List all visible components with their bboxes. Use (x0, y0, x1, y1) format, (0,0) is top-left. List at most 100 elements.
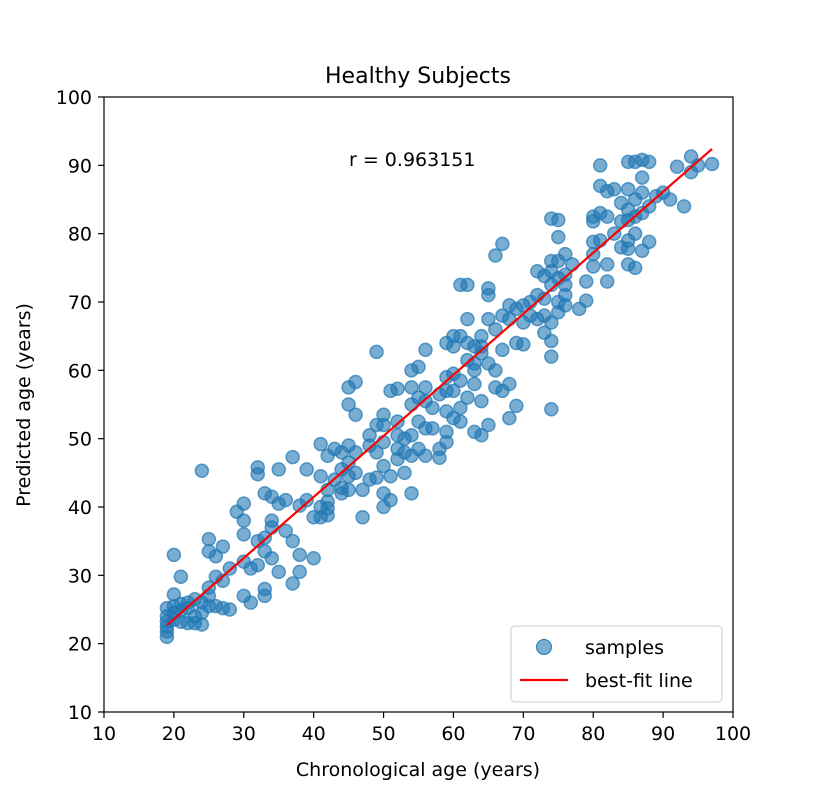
sample-point (166, 547, 182, 563)
sample-point (488, 248, 503, 263)
sample-point (271, 564, 286, 580)
sample-point (278, 492, 293, 508)
y-tick-label: 20 (68, 634, 92, 656)
sample-point (578, 274, 594, 289)
sample-point (495, 236, 510, 252)
sample-point (460, 311, 475, 327)
x-tick-label: 50 (371, 723, 395, 745)
y-axis-ticks: 10 20 30 40 50 60 70 80 90 100 (56, 87, 104, 724)
sample-point (488, 363, 503, 378)
sample-point (292, 547, 307, 563)
y-tick-label: 80 (68, 224, 92, 246)
sample-point (669, 159, 685, 174)
sample-point (348, 407, 363, 422)
sample-point (278, 523, 293, 539)
sample-point (599, 274, 615, 289)
y-tick-label: 70 (68, 292, 92, 314)
legend-samples-label: samples (585, 637, 664, 659)
sample-point (620, 182, 636, 197)
best-fit-line (166, 148, 713, 627)
sample-point (348, 465, 363, 481)
y-tick-label: 90 (68, 155, 92, 177)
sample-point (222, 602, 238, 617)
sample-point (467, 376, 482, 392)
sample-point (236, 513, 252, 528)
sample-point (446, 383, 461, 399)
sample-point (250, 466, 266, 482)
y-tick-label: 30 (68, 565, 92, 587)
sample-point (348, 374, 363, 390)
y-tick-label: 10 (68, 702, 92, 724)
sample-point (662, 192, 678, 207)
y-tick-label: 40 (68, 497, 92, 519)
sample-point (627, 260, 643, 276)
sample-point (474, 393, 489, 409)
plot-frame (103, 96, 734, 713)
sample-point (355, 482, 370, 498)
sample-point (516, 337, 531, 352)
sample-point (236, 527, 252, 542)
y-tick-label: 60 (68, 360, 92, 382)
sample-point (544, 402, 559, 417)
sample-point (676, 199, 692, 214)
sample-point (537, 291, 552, 306)
sample-point (313, 469, 328, 484)
sample-point (467, 363, 482, 378)
sample-point (460, 390, 475, 405)
sample-point (243, 595, 259, 610)
sample-point (474, 428, 489, 443)
sample-point (369, 344, 384, 360)
sample-point (292, 564, 307, 580)
x-tick-label: 100 (715, 723, 751, 745)
sample-point (208, 548, 224, 564)
legend-fit-label: best-fit line (585, 670, 693, 692)
sample-point (313, 436, 328, 452)
sample-point (348, 445, 363, 460)
sample-point (439, 434, 454, 450)
sample-point (460, 277, 475, 293)
sample-point (250, 557, 266, 573)
sample-point (173, 569, 189, 584)
sample-point (201, 531, 217, 547)
sample-point (481, 311, 496, 327)
sample-point (558, 246, 573, 262)
sample-point (544, 315, 559, 330)
sample-point (376, 434, 391, 450)
sample-point (481, 287, 496, 303)
sample-point (369, 470, 384, 485)
sample-point (446, 339, 461, 354)
sample-point (257, 588, 272, 604)
sample-point (502, 376, 517, 392)
sample-point (599, 209, 615, 224)
sample-point (599, 257, 615, 272)
sample-point (341, 397, 356, 412)
x-axis-ticks: 10 20 30 40 50 60 70 80 90 100 (92, 712, 751, 745)
sample-point (544, 349, 559, 364)
sample-point (634, 185, 650, 200)
sample-point (285, 576, 300, 591)
sample-point (641, 234, 657, 250)
sample-point (264, 520, 279, 535)
sample-point (264, 551, 279, 566)
sample-point (299, 492, 314, 508)
y-tick-label: 50 (68, 429, 92, 451)
sample-point (418, 342, 433, 358)
sample-point (425, 400, 440, 416)
sample-point (551, 212, 566, 228)
x-tick-label: 10 (92, 723, 116, 745)
x-tick-label: 90 (651, 723, 675, 745)
sample-point (592, 158, 608, 173)
x-tick-label: 70 (511, 723, 535, 745)
sample-point (383, 469, 398, 484)
x-tick-label: 40 (302, 723, 326, 745)
sample-point (418, 380, 433, 395)
y-axis-label: Predicted age (years) (13, 303, 35, 507)
sample-point (544, 333, 559, 349)
sample-point (558, 298, 573, 313)
sample-point (418, 448, 433, 463)
legend: samples best-fit line (510, 625, 723, 703)
sample-point (565, 257, 580, 272)
x-tick-label: 60 (441, 723, 465, 745)
sample-point (194, 617, 210, 632)
samples-series (159, 149, 720, 645)
